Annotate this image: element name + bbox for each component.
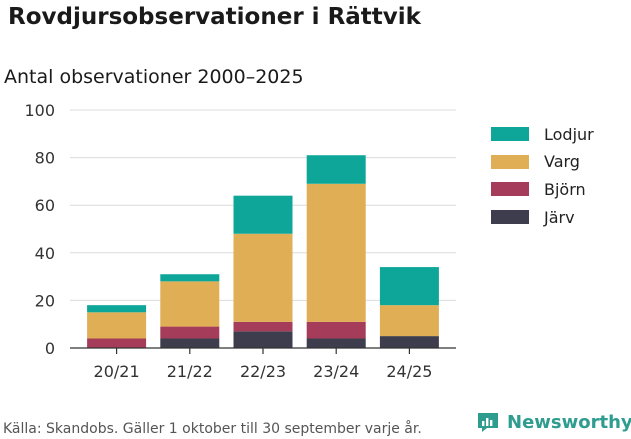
- bar-varg-23-24: [306, 183, 366, 322]
- x-tick-label-22-23: 22/23: [240, 362, 286, 381]
- bars: [87, 155, 439, 348]
- bar-lodjur-23-24: [306, 155, 366, 184]
- legend-swatch-lodjur: [491, 127, 529, 141]
- y-tick-label: 60: [35, 196, 55, 215]
- legend-label-varg: Varg: [544, 152, 580, 172]
- bar-varg-22-23: [233, 233, 293, 322]
- newsworthy-logo-icon: [478, 413, 498, 432]
- x-axis-ticks: 20/21 21/22 22/23 23/24 24/25: [94, 348, 432, 381]
- bar-jarv-23-24: [306, 338, 366, 348]
- legend-label-jarv: Järv: [544, 207, 575, 227]
- newsworthy-logo-text: Newsworthy: [507, 411, 631, 433]
- legend-item-bjorn: Björn: [491, 179, 594, 199]
- bar-bjorn-22-23: [233, 321, 293, 332]
- y-tick-label: 0: [45, 339, 55, 358]
- legend-label-lodjur: Lodjur: [544, 124, 594, 144]
- y-tick-label: 80: [35, 149, 55, 168]
- bar-lodjur-24-25: [379, 267, 439, 306]
- x-tick-label-23-24: 23/24: [313, 362, 359, 381]
- legend-item-jarv: Järv: [491, 207, 594, 227]
- legend-swatch-varg: [491, 154, 529, 169]
- bar-lodjur-20-21: [87, 305, 147, 313]
- y-tick-label: 100: [24, 101, 55, 120]
- bar-varg-20-21: [87, 312, 147, 339]
- bar-bjorn-20-21: [87, 338, 147, 348]
- legend-item-varg: Varg: [491, 152, 594, 172]
- bar-varg-24-25: [379, 305, 439, 337]
- bar-jarv-22-23: [233, 331, 293, 348]
- bar-lodjur-21-22: [160, 274, 220, 282]
- x-tick-label-20-21: 20/21: [94, 362, 140, 381]
- chart-title: Rovdjursobservationer i Rättvik: [8, 4, 421, 30]
- x-tick-label-24-25: 24/25: [386, 362, 432, 381]
- bar-varg-21-22: [160, 281, 220, 327]
- y-tick-label: 20: [35, 291, 55, 310]
- legend-swatch-bjorn: [491, 182, 529, 197]
- legend-label-bjorn: Björn: [544, 179, 586, 199]
- bar-lodjur-22-23: [233, 195, 293, 234]
- legend-item-lodjur: Lodjur: [491, 124, 594, 144]
- chart-subtitle: Antal observationer 2000–2025: [4, 66, 304, 88]
- newsworthy-logo: Newsworthy: [476, 410, 631, 434]
- legend: Lodjur Varg Björn Järv: [491, 125, 594, 236]
- bar-jarv-21-22: [160, 338, 220, 348]
- x-tick-label-21-22: 21/22: [167, 362, 213, 381]
- source-note: Källa: Skandobs. Gäller 1 oktober till 3…: [3, 421, 422, 437]
- bar-bjorn-21-22: [160, 326, 220, 339]
- y-tick-label: 40: [35, 244, 55, 263]
- y-axis-ticks: 0 20 40 60 80 100: [24, 101, 55, 358]
- bar-jarv-24-25: [379, 336, 439, 348]
- bar-bjorn-23-24: [306, 321, 366, 339]
- legend-swatch-jarv: [491, 210, 529, 225]
